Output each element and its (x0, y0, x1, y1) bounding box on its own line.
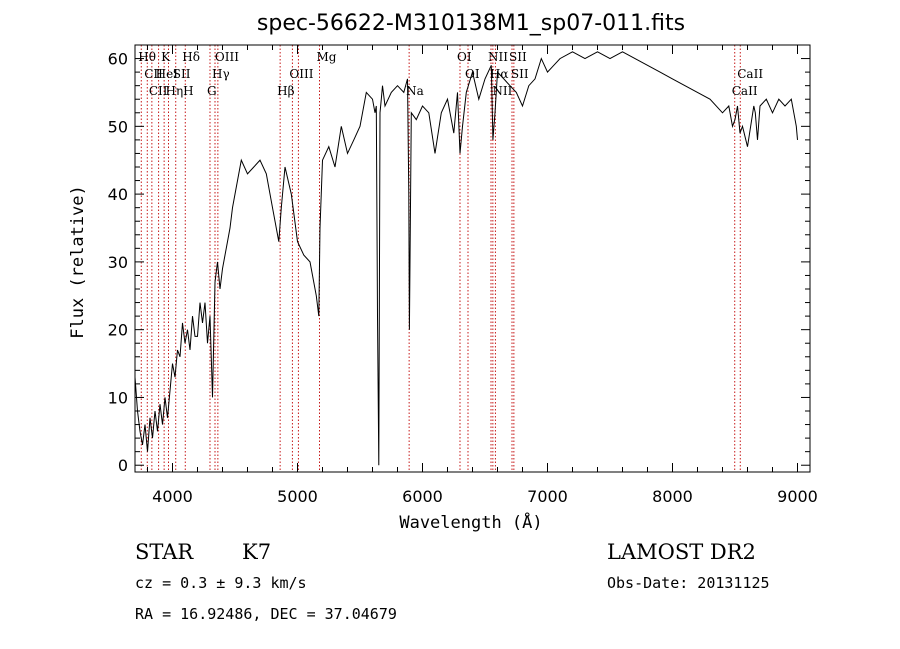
emission-line-labels: HθCIICIIHeIKHηHSIIHδGHγOIIIHβOIIIMgNaOIO… (138, 50, 763, 98)
survey-name: LAMOST DR2 (607, 540, 756, 564)
emission-line-label: Hβ (277, 84, 294, 98)
x-tick-label: 9000 (777, 487, 818, 506)
emission-line-markers (140, 45, 741, 472)
y-axis-ticks: 0 10 20 30 40 50 60 (108, 50, 810, 475)
emission-line-label: K (161, 50, 171, 64)
y-tick-label: 20 (108, 321, 128, 340)
y-tick-label: 40 (108, 185, 128, 204)
x-tick-label: 5000 (277, 487, 318, 506)
emission-line-label: CaII (737, 67, 763, 81)
object-class: STAR (135, 540, 194, 564)
observation-date: Obs-Date: 20131125 (607, 574, 770, 592)
emission-line-label: Hδ (182, 50, 200, 64)
x-tick-label: 4000 (152, 487, 193, 506)
emission-line-label: CII (149, 84, 168, 98)
y-axis-label: Flux (relative) (68, 185, 88, 339)
chart-title: spec-56622-M310138M1_sp07-011.fits (257, 11, 685, 36)
emission-line-label: CII (144, 67, 163, 81)
spectrum-line (134, 51, 798, 466)
emission-line-label: Mg (317, 50, 337, 64)
x-axis-label: Wavelength (Å) (399, 511, 542, 533)
plot-frame (134, 44, 811, 473)
object-subclass: K7 (242, 540, 271, 564)
y-tick-label: 10 (108, 388, 128, 407)
emission-line-label: CaII (732, 84, 758, 98)
emission-line-label: OI (457, 50, 472, 64)
emission-line-label: Na (406, 84, 424, 98)
y-tick-label: 0 (118, 456, 128, 475)
y-tick-label: 50 (108, 117, 128, 136)
coordinates: RA = 16.92486, DEC = 37.04679 (135, 605, 397, 623)
emission-line-label: NII (488, 50, 508, 64)
emission-line-label: OIII (215, 50, 239, 64)
emission-line-label: OIII (289, 67, 313, 81)
emission-line-label: G (207, 84, 217, 98)
y-tick-label: 30 (108, 253, 128, 272)
redshift-value: cz = 0.3 ± 9.3 km/s (135, 574, 307, 592)
emission-line-label: HηH (166, 84, 194, 98)
emission-line-label: NII (492, 84, 512, 98)
y-tick-label: 60 (108, 50, 128, 69)
emission-line-label: SII (511, 67, 529, 81)
emission-line-label: Hθ (138, 50, 156, 64)
x-tick-label: 6000 (402, 487, 443, 506)
emission-line-label: Hγ (212, 67, 230, 81)
x-tick-label: 8000 (652, 487, 693, 506)
emission-line-label: SII (509, 50, 527, 64)
emission-line-label: SII (173, 67, 191, 81)
emission-line-label: HeI (156, 67, 179, 81)
x-tick-label: 7000 (527, 487, 568, 506)
x-axis-ticks: 4000 5000 6000 7000 8000 9000 (147, 45, 818, 506)
